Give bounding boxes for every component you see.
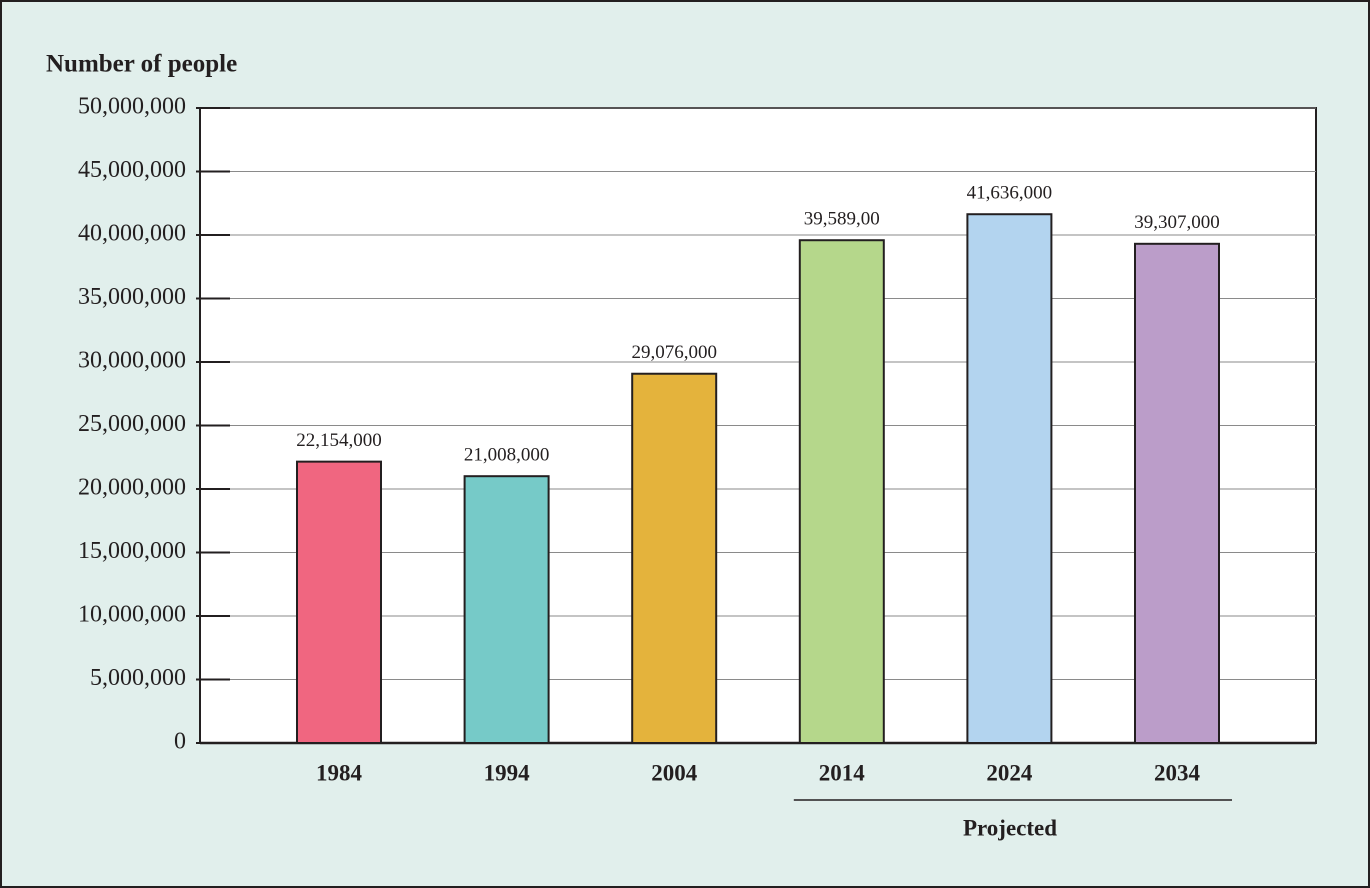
x-tick-label: 2014 [819,760,866,785]
value-label: 39,589,00 [804,209,880,230]
y-tick-label: 30,000,000 [78,348,186,374]
x-tick-label: 1994 [484,760,531,785]
bar [296,460,382,744]
bar [966,213,1053,745]
y-tick-label: 35,000,000 [78,284,186,310]
value-label: 22,154,000 [296,430,382,451]
value-label: 41,636,000 [967,183,1053,204]
x-tick-label: 2034 [1154,760,1201,785]
bar [631,372,718,744]
x-tick-label: 2004 [651,760,698,785]
y-axis-label: Number of people [46,51,237,78]
y-tick-label: 15,000,000 [78,538,186,564]
x-tick-label: 2024 [986,760,1033,785]
y-tick-label: 50,000,000 [78,94,186,120]
y-tick-label: 5,000,000 [90,665,186,691]
x-tick-label: 1984 [316,760,363,785]
y-tick-label: 25,000,000 [78,411,186,437]
annotation: Projected [963,815,1057,840]
y-tick-label: 10,000,000 [78,602,186,628]
bar [798,239,885,744]
bar [1134,242,1220,745]
value-label: 21,008,000 [464,445,550,466]
y-tick-label: 40,000,000 [78,221,186,247]
value-label: 39,307,000 [1134,212,1220,233]
y-tick-label: 45,000,000 [78,157,186,183]
y-tick-label: 20,000,000 [78,475,186,501]
y-tick-label: 0 [174,729,186,755]
value-label: 29,076,000 [631,342,717,363]
bar [463,475,550,744]
